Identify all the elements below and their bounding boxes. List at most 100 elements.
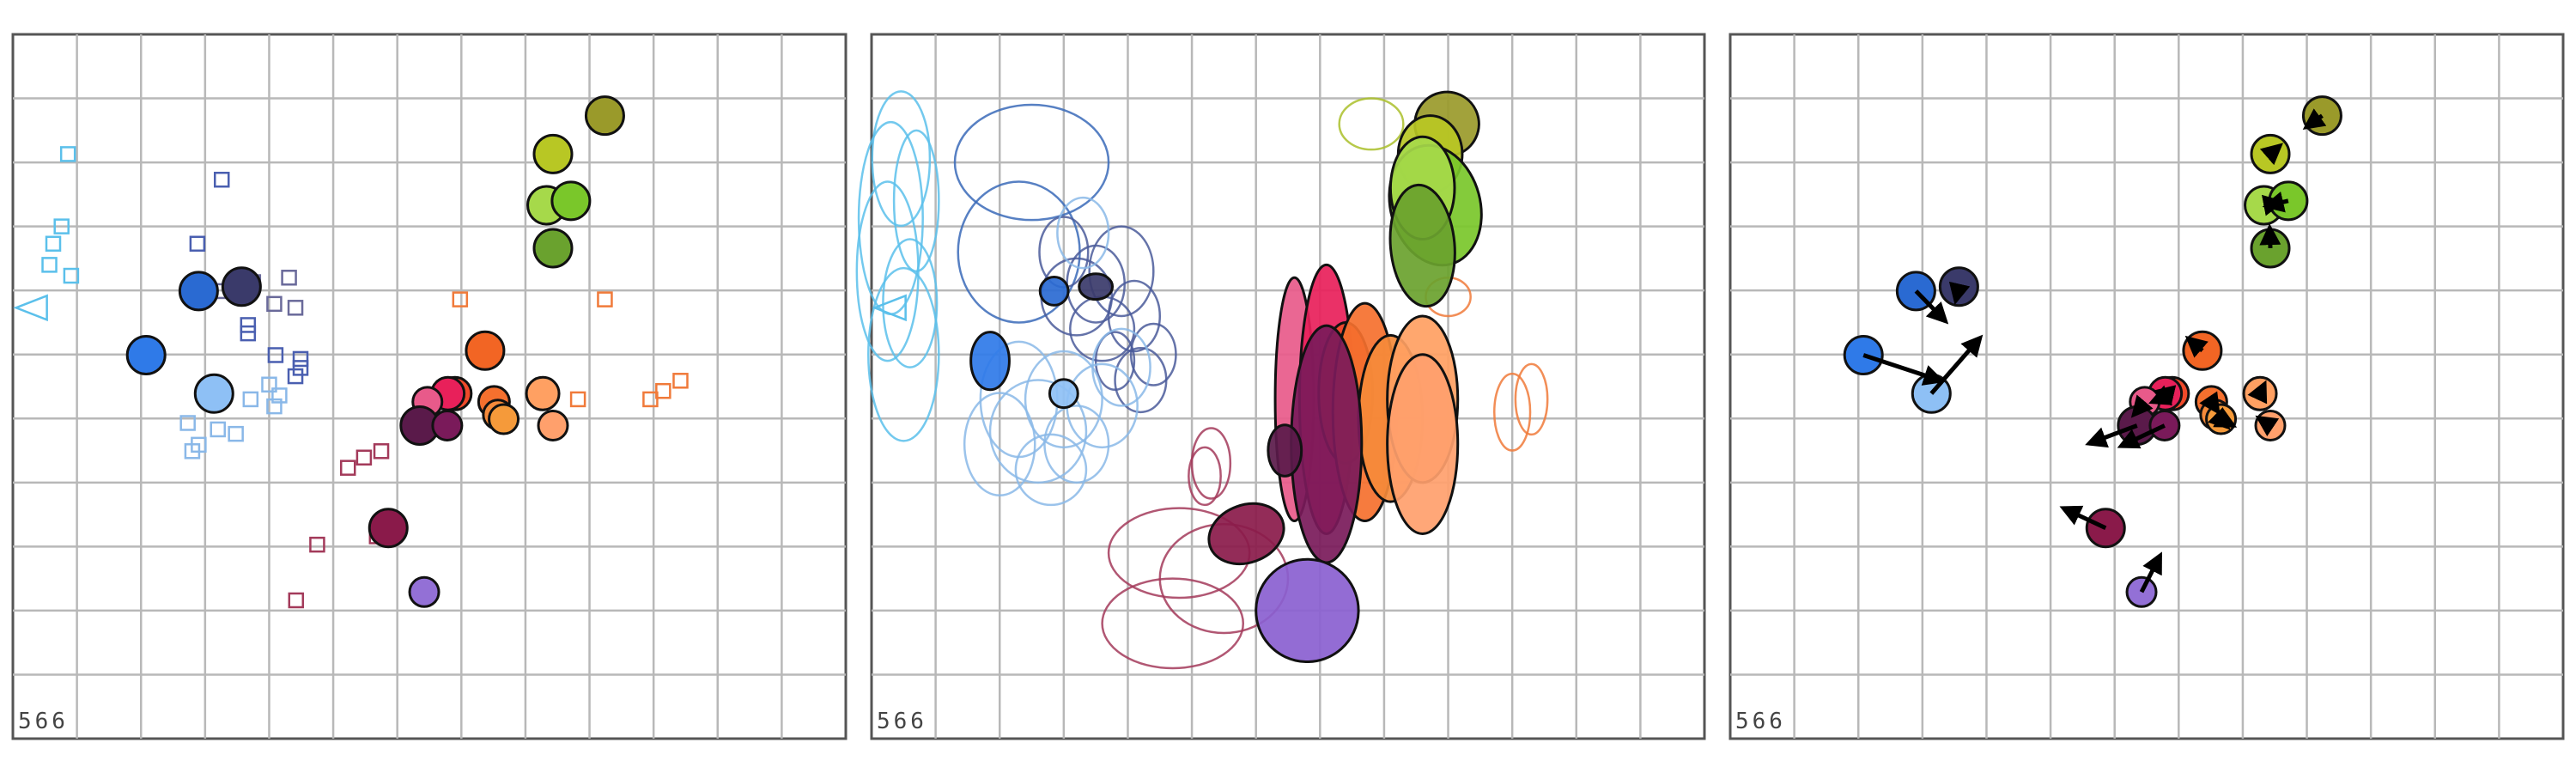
square-point bbox=[287, 368, 304, 385]
square-point bbox=[266, 295, 283, 313]
panel-1-grid bbox=[13, 34, 846, 739]
outline-ellipse bbox=[857, 120, 924, 316]
arrow bbox=[1914, 289, 1949, 325]
square-point bbox=[672, 373, 689, 389]
circle-point bbox=[2301, 95, 2342, 137]
square-point bbox=[597, 291, 613, 307]
panel-1-label: 566 bbox=[18, 709, 69, 734]
arrow bbox=[2213, 408, 2238, 428]
panel-3-label: 566 bbox=[1735, 709, 1786, 734]
filled-ellipse bbox=[1048, 378, 1079, 410]
circle-point bbox=[488, 403, 520, 435]
square-point bbox=[569, 391, 586, 408]
square-point bbox=[261, 376, 277, 393]
square-point bbox=[184, 443, 201, 460]
filled-ellipse bbox=[1078, 272, 1115, 301]
arrow bbox=[2255, 415, 2280, 437]
outline-ellipse bbox=[1188, 446, 1222, 507]
arrow bbox=[2139, 551, 2162, 593]
circle-point bbox=[1938, 266, 1979, 307]
circle-point bbox=[221, 266, 262, 307]
square-point bbox=[292, 360, 309, 376]
outline-ellipse bbox=[1088, 225, 1155, 318]
outline-ellipse bbox=[963, 392, 1036, 496]
square-point bbox=[355, 449, 373, 466]
outline-ellipse bbox=[953, 103, 1110, 222]
panel-2: 566 bbox=[855, 33, 1706, 740]
arrow bbox=[2085, 423, 2138, 448]
square-point bbox=[210, 421, 227, 438]
filled-ellipse bbox=[1267, 423, 1303, 478]
square-point bbox=[452, 291, 469, 307]
square-point bbox=[267, 347, 284, 363]
arrow bbox=[2247, 380, 2268, 405]
outline-ellipse bbox=[1338, 97, 1405, 151]
circle-point bbox=[408, 575, 440, 608]
arrow bbox=[1862, 353, 1946, 386]
square-point bbox=[373, 443, 390, 460]
square-point bbox=[339, 460, 356, 476]
square-point bbox=[189, 235, 206, 253]
square-point bbox=[179, 415, 196, 431]
arrow bbox=[2059, 505, 2107, 531]
outline-ellipse bbox=[882, 238, 939, 368]
filled-ellipse bbox=[969, 331, 1011, 392]
circle-point bbox=[550, 180, 592, 222]
circle-point bbox=[525, 375, 561, 411]
circle-point bbox=[2254, 409, 2287, 441]
arrow bbox=[2259, 143, 2283, 166]
square-point bbox=[240, 325, 257, 342]
circle-point bbox=[1843, 334, 1884, 375]
outline-ellipse bbox=[1024, 350, 1103, 449]
circle-point bbox=[193, 373, 234, 414]
square-point bbox=[228, 425, 244, 442]
square-point bbox=[242, 391, 259, 408]
triangle-point bbox=[13, 294, 48, 322]
square-point bbox=[271, 387, 288, 404]
panel-1-marks bbox=[13, 95, 689, 609]
square-point bbox=[266, 398, 283, 415]
filled-ellipse bbox=[1207, 502, 1285, 565]
circle-point bbox=[465, 330, 506, 371]
arrow bbox=[2130, 394, 2154, 418]
outline-ellipse bbox=[1514, 362, 1549, 436]
panel-2-marks bbox=[855, 90, 1549, 670]
square-point bbox=[288, 592, 305, 609]
square-point bbox=[655, 382, 671, 399]
outline-ellipse bbox=[892, 129, 940, 273]
outline-ellipse bbox=[1014, 433, 1088, 507]
arrow bbox=[2259, 223, 2281, 249]
outline-ellipse bbox=[1190, 427, 1232, 500]
outline-ellipse bbox=[988, 379, 1088, 484]
panel-2-label: 566 bbox=[877, 709, 927, 734]
circle-point bbox=[584, 95, 625, 137]
outline-ellipse bbox=[1056, 196, 1110, 270]
arrow bbox=[1948, 281, 1971, 305]
circle-point bbox=[532, 133, 574, 174]
panel-1: 566 bbox=[11, 33, 848, 740]
filled-ellipse bbox=[1386, 353, 1460, 535]
arrow bbox=[2153, 385, 2177, 406]
filled-ellipse bbox=[1038, 276, 1070, 307]
filled-ellipse bbox=[1388, 183, 1456, 308]
circle-point bbox=[537, 409, 569, 441]
circle-point bbox=[431, 409, 464, 441]
outline-ellipse bbox=[1114, 347, 1168, 414]
outline-ellipse bbox=[867, 266, 940, 442]
arrow bbox=[2302, 108, 2327, 131]
square-point bbox=[63, 267, 80, 284]
outline-ellipse bbox=[1493, 372, 1532, 452]
circle-point bbox=[178, 271, 219, 312]
outline-ellipse bbox=[1091, 327, 1151, 407]
square-point bbox=[59, 146, 76, 162]
square-point bbox=[287, 300, 304, 316]
square-point bbox=[642, 391, 659, 408]
square-point bbox=[292, 350, 309, 368]
outline-ellipse bbox=[1129, 322, 1177, 386]
square-point bbox=[281, 270, 297, 286]
square-point bbox=[309, 536, 325, 553]
square-point bbox=[45, 235, 62, 253]
arrow bbox=[2184, 335, 2208, 358]
filled-ellipse bbox=[1255, 557, 1360, 664]
